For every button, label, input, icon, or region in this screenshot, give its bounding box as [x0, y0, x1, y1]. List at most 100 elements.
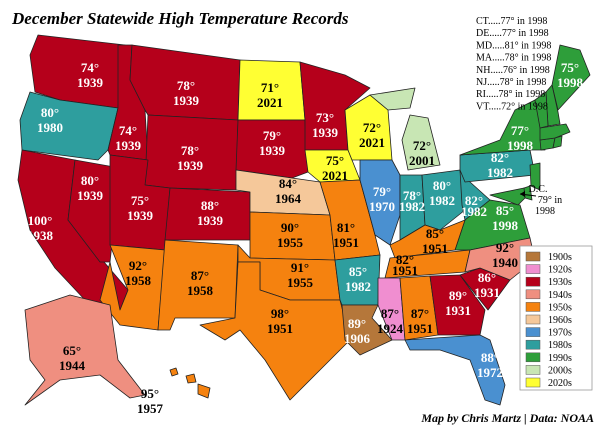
title: December Statewide High Temperature Reco…: [11, 9, 349, 28]
state-year: 1939: [127, 208, 154, 223]
state-shape: [199, 261, 351, 401]
legend-label: 2020s: [548, 378, 572, 389]
state-year: 2021: [257, 95, 283, 110]
state-temp: 72°: [413, 138, 431, 153]
legend-swatch: [525, 264, 541, 274]
state-shape: [185, 373, 197, 384]
small-state-record: NH.....76° in 1998: [476, 65, 550, 76]
state-temp: 92°: [496, 240, 514, 255]
dc-label: 1998: [535, 206, 555, 217]
state-year: 1951: [392, 263, 418, 278]
state-year: 1931: [474, 285, 500, 300]
state-shape: [235, 119, 309, 179]
state-shape: [24, 294, 146, 406]
state-temp: 75°: [326, 153, 344, 168]
legend-swatch: [525, 352, 541, 363]
small-state-shape: [489, 187, 526, 206]
state-temp: 74°: [81, 60, 99, 75]
state-year: 2001: [409, 153, 435, 168]
state-year: 1972: [477, 365, 503, 380]
state-temp: 75°: [561, 60, 579, 75]
legend-swatch: [525, 377, 541, 388]
state-year: 1998: [507, 138, 534, 153]
state-temp: 71°: [261, 80, 279, 95]
legend-label: 1990s: [548, 353, 572, 364]
state-year: 2021: [322, 168, 348, 183]
state-shape: [169, 367, 179, 377]
state-year: 1938: [27, 228, 54, 243]
state-temp: 89°: [348, 316, 366, 331]
small-state-shape: [539, 123, 571, 141]
state-year: 1924: [377, 321, 404, 336]
state-temp: 87°: [411, 306, 429, 321]
legend-swatch: [525, 327, 541, 337]
state-temp: 80°: [41, 105, 59, 120]
state-temp: 87°: [191, 268, 209, 283]
state-temp: 74°: [119, 123, 137, 138]
state-year: 1951: [422, 241, 448, 256]
small-state-record: RI.....78° in 1998: [476, 89, 545, 100]
legend-swatch: [525, 339, 541, 350]
small-state-record: DE.....77° in 1998: [476, 28, 549, 39]
state-temp: 81°: [337, 220, 355, 235]
state-shape: [377, 277, 406, 341]
state-temp: 91°: [291, 260, 309, 275]
state-year: 1939: [115, 138, 142, 153]
small-state-shape: [552, 135, 563, 149]
state-shape: [359, 159, 401, 246]
state-year: 1951: [333, 235, 359, 250]
state-year: 1982: [429, 193, 455, 208]
small-state-record: MA.....78° in 1998: [476, 53, 551, 64]
state-temp: 78°: [403, 188, 421, 203]
state-temp: 79°: [373, 184, 391, 199]
state-temp: 80°: [433, 178, 451, 193]
state-year: 1931: [445, 303, 471, 318]
legend-label: 1940s: [548, 290, 572, 301]
states: [17, 34, 591, 406]
state-shape: [429, 274, 486, 336]
state-year: 1970: [369, 199, 395, 214]
state-temp: 87°: [381, 306, 399, 321]
state-year: 1906: [344, 331, 371, 346]
state-temp: 82°: [396, 252, 414, 267]
state-year: 1939: [177, 158, 204, 173]
state-shape: [401, 114, 441, 171]
legend-label: 2000s: [548, 365, 572, 376]
state-year: 1982: [399, 199, 425, 214]
state-temp: 98°: [271, 306, 289, 321]
state-temp: 78°: [181, 143, 199, 158]
state-year: 1951: [407, 321, 433, 336]
legend-swatch: [525, 365, 541, 375]
state-year: 1939: [173, 93, 200, 108]
state-temp: 73°: [316, 110, 334, 125]
state-year: 1939: [77, 75, 104, 90]
legend-label: 1900s: [548, 252, 572, 263]
small-state-record: VT.....72° in 1998: [476, 101, 548, 112]
state-year: 1980: [37, 120, 63, 135]
state-year: 1955: [277, 235, 304, 250]
legend-swatch: [525, 276, 541, 287]
credit: Map by Chris Martz | Data: NOAA: [420, 411, 594, 425]
state-temp: 75°: [131, 193, 149, 208]
state-year: 1939: [77, 188, 104, 203]
state-year: 1964: [275, 191, 302, 206]
state-year: 2021: [359, 135, 385, 150]
dc-label: D.C.: [529, 184, 548, 195]
legend-swatch: [525, 314, 541, 325]
state-year: 1939: [312, 125, 339, 140]
state-year: 1998: [492, 218, 519, 233]
state-year: 1982: [345, 279, 371, 294]
small-state-shape: [534, 91, 549, 129]
state-shape: [404, 334, 506, 406]
state-temp: 95°: [141, 386, 159, 401]
state-temp: 82°: [465, 193, 483, 208]
state-year: 1955: [287, 275, 314, 290]
state-temp: 92°: [129, 258, 147, 273]
state-year: 1982: [461, 204, 487, 219]
state-temp: 84°: [279, 176, 297, 191]
small-state-record: MD.....81° in 1998: [476, 40, 551, 51]
state-shape: [369, 87, 416, 111]
state-temp: 100°: [28, 213, 53, 228]
state-year: 1958: [125, 273, 152, 288]
